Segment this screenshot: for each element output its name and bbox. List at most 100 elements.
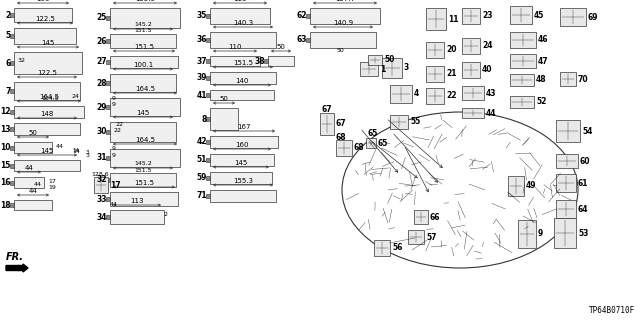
Text: 160: 160	[236, 142, 249, 148]
Text: 151.5: 151.5	[134, 180, 154, 186]
Text: 122.5: 122.5	[37, 70, 57, 76]
Bar	[310, 32, 376, 48]
Text: 32: 32	[97, 175, 107, 185]
Text: 50: 50	[29, 130, 37, 136]
Text: 113: 113	[131, 198, 144, 204]
Bar	[14, 28, 76, 44]
Text: 140: 140	[236, 78, 249, 84]
Text: 41: 41	[196, 91, 207, 100]
Bar	[110, 149, 180, 167]
Bar	[462, 108, 484, 118]
Bar	[210, 108, 238, 130]
Bar	[110, 34, 176, 48]
Bar	[106, 130, 110, 134]
Text: 14: 14	[72, 148, 79, 153]
Bar	[510, 32, 536, 48]
Bar	[426, 66, 444, 82]
Bar	[10, 146, 14, 149]
Bar	[414, 210, 428, 224]
Text: 128.6: 128.6	[91, 172, 109, 177]
Text: 2: 2	[6, 11, 11, 20]
Bar	[306, 38, 310, 42]
Bar	[106, 60, 110, 64]
Bar	[510, 6, 532, 24]
Bar	[14, 106, 84, 118]
Bar	[106, 105, 110, 109]
Bar	[336, 140, 352, 156]
Bar	[556, 154, 578, 168]
Bar	[106, 156, 110, 160]
Text: 4: 4	[414, 90, 419, 99]
Bar	[462, 86, 484, 100]
Text: 100.1: 100.1	[133, 62, 153, 68]
Text: 140.9: 140.9	[333, 20, 353, 26]
Text: 151.5: 151.5	[233, 60, 253, 66]
Text: 50: 50	[336, 47, 344, 52]
Text: 52: 52	[536, 98, 547, 107]
Bar	[210, 136, 278, 148]
Text: 13: 13	[1, 124, 11, 133]
Text: 60: 60	[580, 156, 591, 165]
Bar	[110, 74, 176, 92]
Text: 65: 65	[367, 130, 378, 139]
Bar	[110, 98, 180, 116]
Bar	[206, 59, 210, 63]
Text: 49: 49	[526, 181, 536, 190]
Text: 51: 51	[196, 156, 207, 164]
Bar	[368, 55, 382, 65]
Text: 14: 14	[72, 149, 80, 154]
Bar	[556, 120, 580, 142]
Text: 43: 43	[486, 89, 497, 98]
Text: 3: 3	[404, 63, 409, 73]
Text: 167: 167	[237, 124, 251, 130]
Bar	[382, 58, 402, 78]
Bar	[206, 140, 210, 144]
Text: 26: 26	[97, 36, 107, 45]
Text: 23: 23	[482, 12, 493, 20]
Bar	[10, 13, 14, 17]
Bar	[14, 142, 52, 153]
Text: 122.5: 122.5	[35, 16, 55, 22]
Bar	[106, 39, 110, 43]
Text: 48: 48	[536, 76, 547, 84]
Text: 69: 69	[588, 12, 598, 21]
Text: 10: 10	[1, 143, 11, 152]
Text: 45: 45	[534, 11, 545, 20]
Text: 151.5: 151.5	[134, 167, 152, 172]
Bar	[10, 180, 14, 185]
Text: 65: 65	[378, 139, 388, 148]
Bar	[206, 117, 210, 121]
Text: 53: 53	[578, 228, 588, 237]
Text: 27: 27	[97, 58, 107, 67]
Text: 113: 113	[233, 0, 247, 2]
Bar	[560, 8, 586, 26]
Bar	[306, 14, 310, 18]
Text: 59: 59	[196, 173, 207, 182]
Bar	[14, 52, 82, 74]
Text: 164.5: 164.5	[39, 94, 59, 100]
Text: 22: 22	[114, 128, 122, 133]
Text: 70: 70	[578, 75, 589, 84]
Text: 46: 46	[538, 36, 548, 44]
Bar	[210, 172, 272, 184]
Text: 24: 24	[482, 42, 493, 51]
Text: 54: 54	[582, 126, 593, 135]
Text: 62: 62	[296, 12, 307, 20]
Text: 9: 9	[112, 97, 116, 101]
Bar	[10, 89, 14, 93]
Text: 15: 15	[1, 161, 11, 170]
Text: 3: 3	[86, 153, 90, 158]
Text: 164.5: 164.5	[41, 96, 59, 101]
Text: 22: 22	[446, 92, 456, 100]
Bar	[556, 174, 576, 192]
Text: 19: 19	[48, 185, 56, 190]
Bar	[206, 93, 210, 97]
Text: 39: 39	[196, 74, 207, 83]
Text: 36: 36	[196, 36, 207, 44]
Text: TP64B0710F: TP64B0710F	[589, 306, 635, 315]
Text: 148: 148	[40, 111, 54, 117]
Text: 21: 21	[446, 69, 456, 78]
Bar	[10, 110, 14, 114]
Text: 9: 9	[112, 102, 116, 107]
Bar	[268, 56, 294, 66]
